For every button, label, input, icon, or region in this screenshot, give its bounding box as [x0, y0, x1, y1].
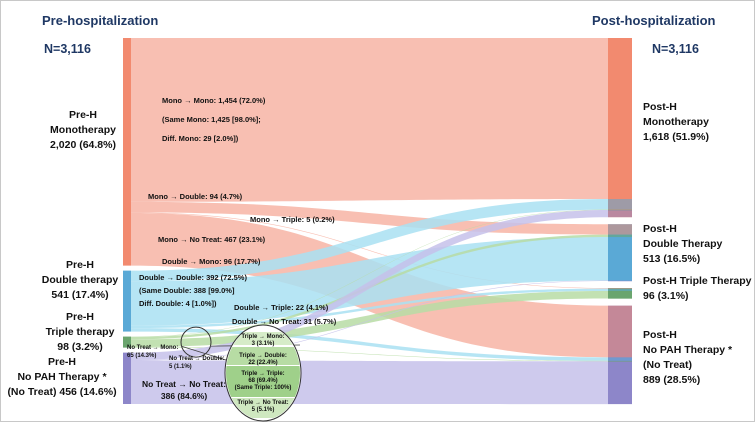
flow-triple-to-notreat	[131, 347, 608, 362]
pre-double-label: Pre-H Double therapy 541 (17.4%)	[41, 259, 119, 301]
post-mono-label: Post-H Monotherapy 1,618 (51.9%)	[643, 101, 709, 143]
post-node-band-mono-to-triple	[608, 288, 632, 290]
flow-label-triple-notreat: Triple → No Treat: 5 (5.1%)	[237, 400, 289, 413]
flow-label-notreat-double: No Treat → Double: 5 (1.1%)	[169, 356, 225, 370]
pre-header: Pre-hospitalization	[42, 13, 159, 28]
post-triple-label: Post-H Triple Therapy 96 (3.1%)	[643, 275, 752, 302]
flow-label-triple-mono: Triple → Mono: 3 (3.1%)	[241, 334, 285, 347]
post-node-band-triple-to-double	[608, 234, 632, 238]
flow-label-double-triple: Double → Triple: 22 (4.1%)	[234, 303, 329, 312]
zoom-circle	[180, 326, 212, 358]
pre-node-mono	[123, 38, 131, 266]
post-node-mono	[608, 38, 632, 218]
pre-triple-label: Pre-H Triple therapy 98 (3.2%)	[45, 311, 115, 353]
post-node-band-mono-to-double	[608, 224, 632, 235]
flow-label-double-mono: Double → Mono: 96 (17.7%)	[162, 257, 261, 266]
flow-double-to-mono	[131, 199, 608, 282]
zoom-connector-left	[180, 345, 227, 361]
flow-double-to-triple	[131, 288, 608, 329]
post-total: N=3,116	[652, 42, 699, 56]
pre-node-notreat	[123, 352, 131, 404]
post-node-band-double-to-notreat	[608, 357, 632, 361]
flow-label-triple-double: Triple → Double: 22 (22.4%)	[239, 353, 287, 366]
flow-mono-to-triple	[131, 212, 608, 289]
zoom-band-4	[226, 398, 300, 418]
post-node-band-notreat-to-double	[608, 280, 632, 282]
zoom-band-2	[226, 347, 300, 365]
flow-label-mono-double: Mono → Double: 94 (4.7%)	[148, 192, 243, 201]
flow-label-notreat-notreat: No Treat → No Treat: 386 (84.6%)	[142, 379, 227, 401]
pre-notreat-label: Pre-H No PAH Therapy * (No Treat) 456 (14.…	[7, 356, 117, 398]
flow-label-notreat-mono: No Treat → Mono: 65 (14.3%)	[127, 345, 179, 359]
post-header: Post-hospitalization	[592, 13, 716, 28]
pre-total: N=3,116	[44, 42, 91, 56]
post-node-triple	[608, 288, 632, 299]
post-node-band-triple-to-notreat	[608, 360, 632, 362]
post-node-band-mono-to-notreat	[608, 305, 632, 358]
pre-node-triple	[123, 336, 131, 348]
flow-triple-to-mono	[131, 209, 608, 337]
flow-mono-to-mono	[131, 38, 608, 202]
flow-triple-to-triple	[131, 291, 608, 348]
flow-notreat-to-double	[131, 280, 608, 361]
flow-label-mono-triple: Mono → Triple: 5 (0.2%)	[250, 215, 335, 224]
flow-label-mono-mono: Mono → Mono: 1,454 (72.0%) (Same Mono: 1,…	[162, 96, 266, 143]
zoom-band-1	[226, 332, 300, 345]
post-node-band-notreat-to-mono	[608, 210, 632, 218]
zoom-band-3	[226, 366, 300, 397]
post-notreat-label: Post-H No PAH Therapy * (No Treat) 889 (28.…	[643, 329, 733, 386]
flow-label-double-double: Double → Double: 392 (72.5%) (Same Double…	[139, 273, 247, 308]
pre-mono-label: Pre-H Monotherapy 2,020 (64.8%)	[50, 109, 116, 151]
post-node-band-double-to-triple	[608, 288, 632, 292]
post-double-label: Post-H Double Therapy 513 (16.5%)	[643, 223, 723, 265]
flow-label-mono-notreat: Mono → No Treat: 467 (23.1%)	[158, 235, 266, 244]
flow-label-triple-triple: Triple → Triple: 68 (69.4%) (Same Triple: …	[234, 371, 292, 391]
flow-notreat-to-mono	[131, 210, 608, 360]
flow-double-to-notreat	[131, 328, 608, 361]
post-node-band-double-to-mono	[608, 199, 632, 210]
flow-label-double-notreat: Double → No Treat: 31 (5.7%)	[232, 317, 337, 326]
pre-node-double	[123, 270, 131, 332]
